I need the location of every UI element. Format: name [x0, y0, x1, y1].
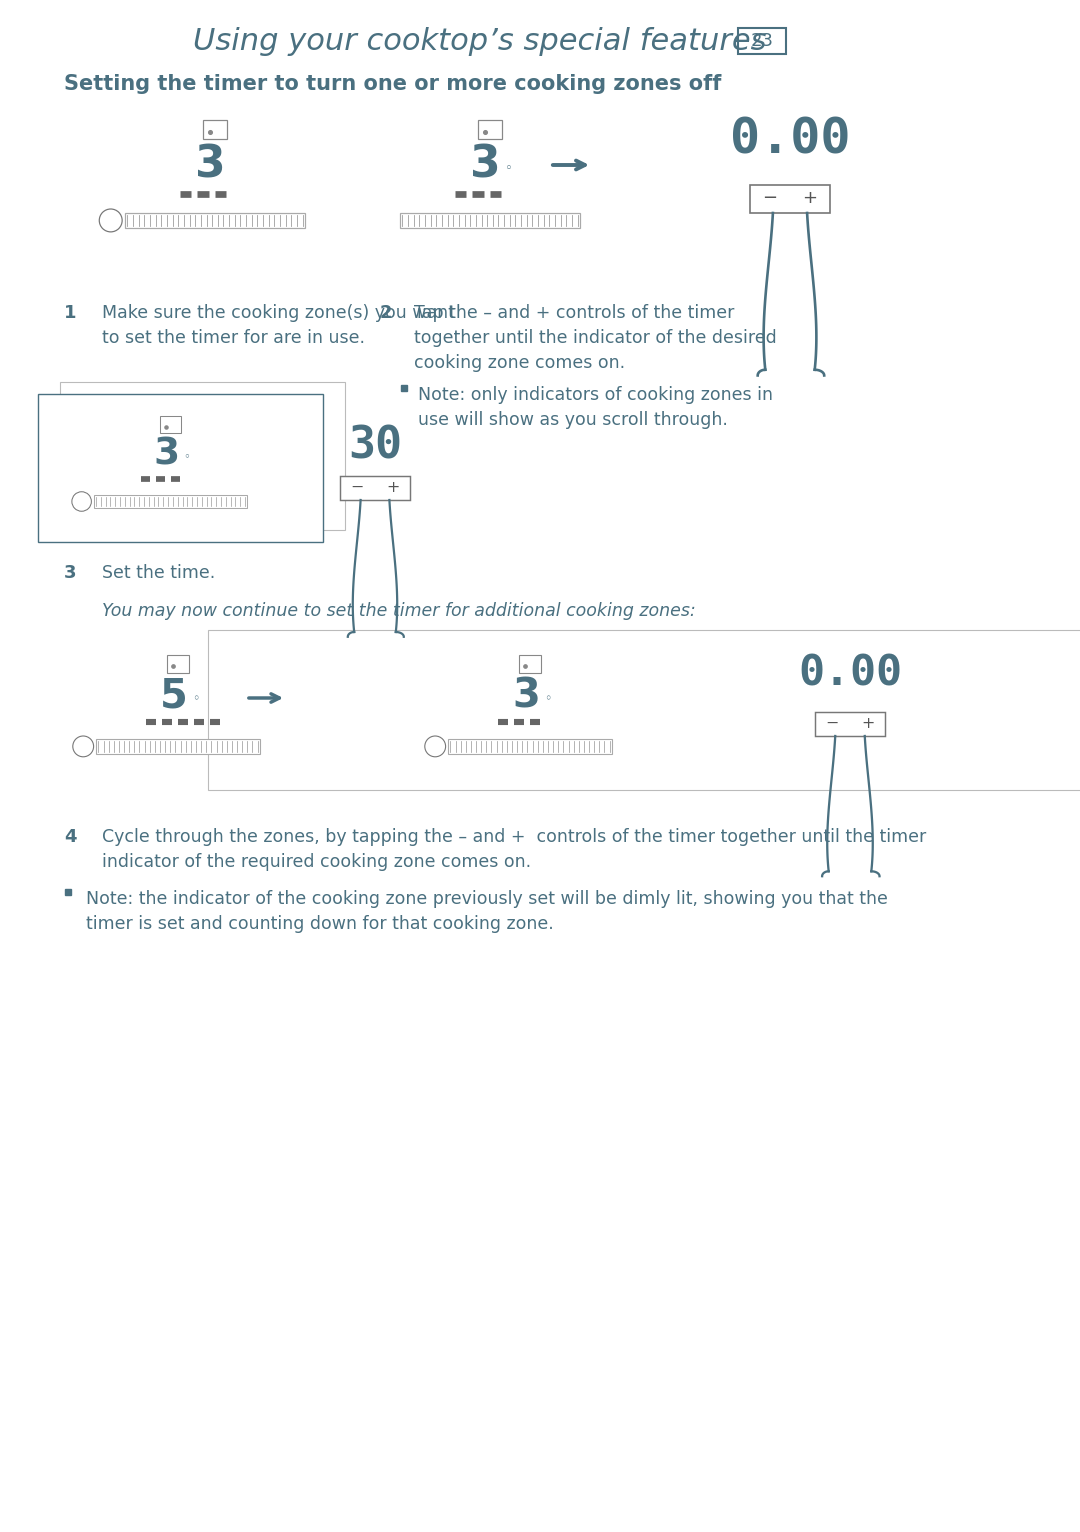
Bar	[738, 28, 786, 54]
Text: 3: 3	[195, 144, 226, 187]
Bar	[750, 185, 831, 213]
Text: 3: 3	[64, 564, 77, 582]
Bar	[166, 656, 189, 673]
Text: together until the indicator of the desired: together until the indicator of the desi…	[414, 329, 777, 348]
Circle shape	[72, 492, 92, 512]
Text: 4: 4	[64, 827, 77, 846]
Bar	[94, 495, 247, 509]
Text: −: −	[351, 480, 364, 495]
Bar	[208, 630, 1080, 791]
Bar	[125, 213, 306, 228]
Bar	[400, 213, 580, 228]
Bar	[160, 417, 181, 432]
Text: +: +	[386, 480, 400, 495]
Text: −: −	[762, 188, 778, 207]
Bar	[814, 712, 886, 737]
Text: −: −	[826, 715, 839, 731]
Circle shape	[99, 208, 122, 231]
Text: 0.00: 0.00	[798, 653, 902, 696]
Text: ◦: ◦	[544, 692, 551, 706]
Text: You may now continue to set the timer for additional cooking zones:: You may now continue to set the timer fo…	[102, 602, 696, 620]
Text: to set the timer for are in use.: to set the timer for are in use.	[102, 329, 365, 348]
Text: ◦: ◦	[184, 452, 190, 463]
Text: 5: 5	[160, 676, 188, 715]
Text: +: +	[802, 188, 818, 207]
Text: +: +	[861, 715, 874, 731]
Text: Setting the timer to turn one or more cooking zones off: Setting the timer to turn one or more co…	[64, 74, 721, 93]
Bar	[38, 394, 323, 542]
Bar	[518, 656, 541, 673]
Text: 3: 3	[470, 144, 501, 187]
Bar	[340, 475, 410, 501]
Text: ◦: ◦	[505, 162, 513, 175]
Text: Using your cooktop’s special features: Using your cooktop’s special features	[193, 28, 767, 57]
Text: Cycle through the zones, by tapping the – and +  controls of the timer together : Cycle through the zones, by tapping the …	[102, 827, 927, 846]
Bar	[96, 740, 260, 754]
Text: 3: 3	[512, 676, 540, 715]
Text: 0.00: 0.00	[730, 115, 850, 162]
Bar	[203, 119, 227, 139]
Bar	[60, 381, 345, 530]
Text: 30: 30	[348, 424, 402, 467]
Text: Note: only indicators of cooking zones in: Note: only indicators of cooking zones i…	[418, 386, 773, 404]
Text: indicator of the required cooking zone comes on.: indicator of the required cooking zone c…	[102, 853, 531, 872]
Text: use will show as you scroll through.: use will show as you scroll through.	[418, 411, 728, 429]
Text: Note: the indicator of the cooking zone previously set will be dimly lit, showin: Note: the indicator of the cooking zone …	[86, 890, 888, 908]
Text: ◦: ◦	[192, 692, 199, 706]
Text: cooking zone comes on.: cooking zone comes on.	[414, 354, 625, 372]
Text: 23: 23	[751, 32, 773, 51]
Text: timer is set and counting down for that cooking zone.: timer is set and counting down for that …	[86, 915, 554, 933]
Text: 2: 2	[380, 303, 392, 322]
Text: Make sure the cooking zone(s) you want: Make sure the cooking zone(s) you want	[102, 303, 455, 322]
Text: Tap the – and + controls of the timer: Tap the – and + controls of the timer	[414, 303, 734, 322]
Circle shape	[72, 735, 94, 757]
Text: 1: 1	[64, 303, 77, 322]
Text: 3: 3	[153, 437, 179, 472]
Text: Set the time.: Set the time.	[102, 564, 215, 582]
Circle shape	[424, 735, 446, 757]
Bar	[477, 119, 502, 139]
Bar	[448, 740, 612, 754]
